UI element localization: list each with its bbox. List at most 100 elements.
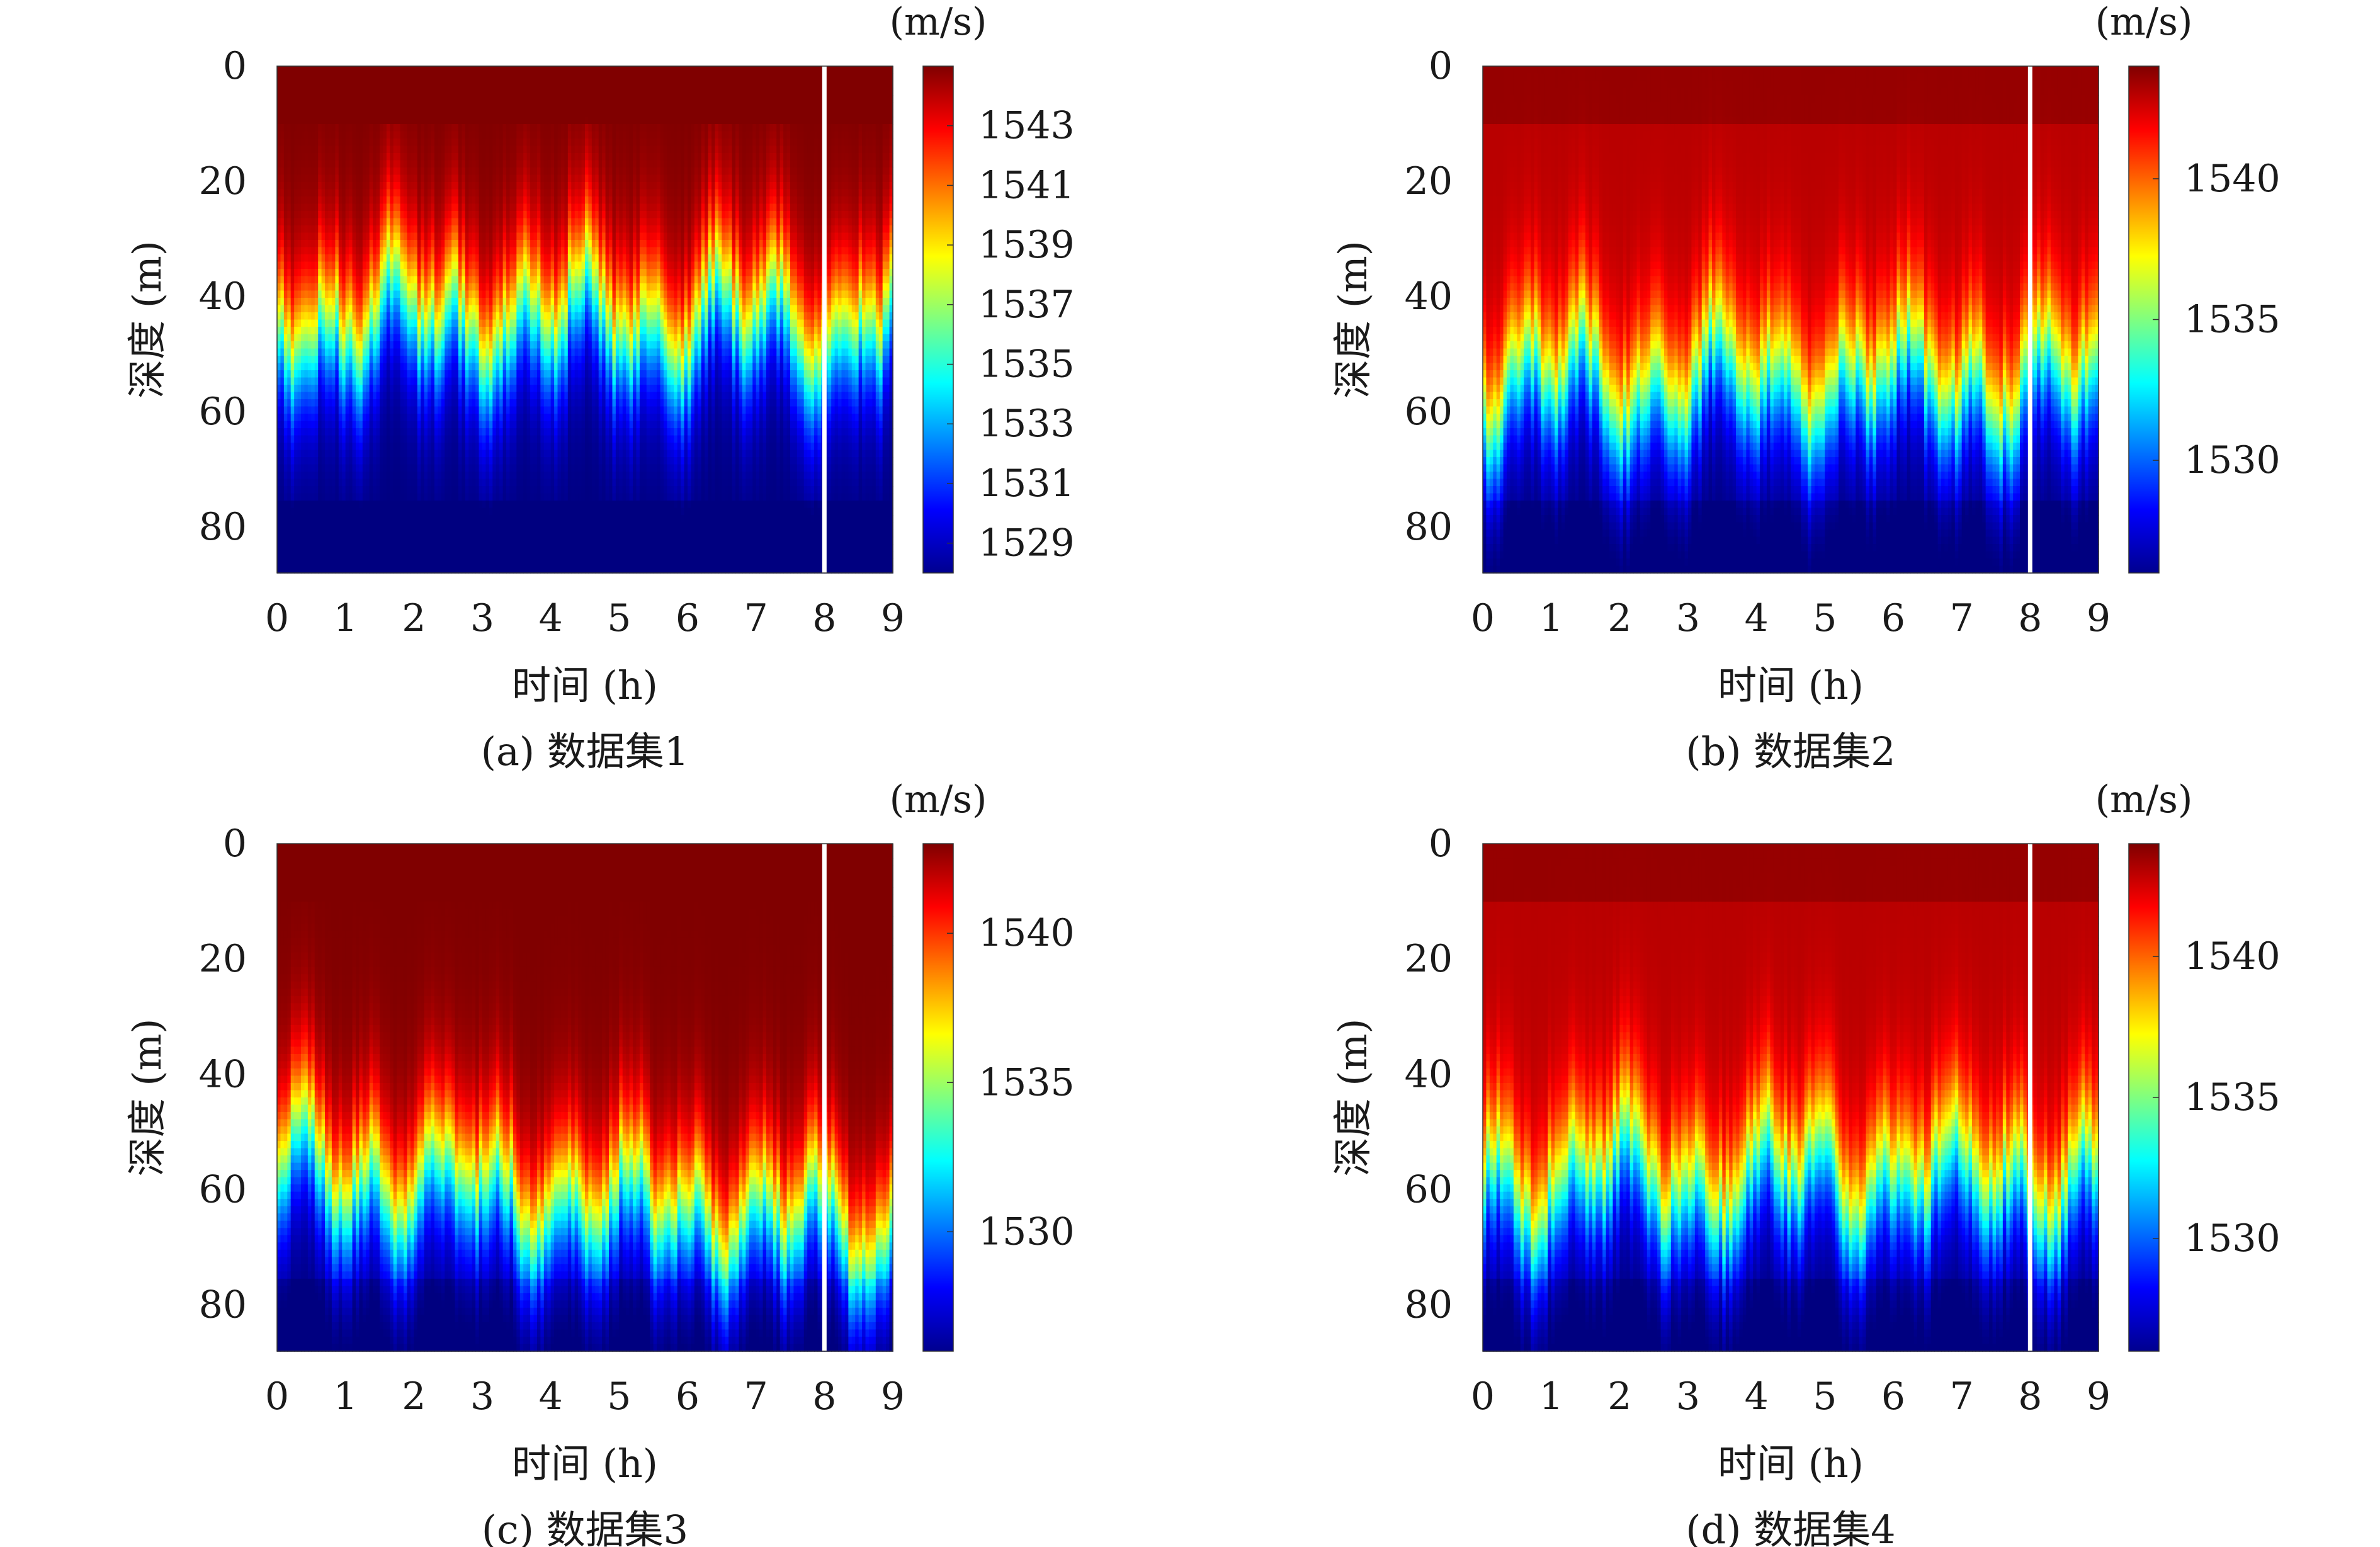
- heatmap-cell: [291, 161, 295, 168]
- heatmap-cell: [370, 523, 373, 530]
- heatmap-cell: [356, 457, 360, 465]
- heatmap-cell: [472, 175, 476, 183]
- heatmap-cell: [287, 190, 291, 197]
- heatmap-cell: [458, 515, 462, 523]
- heatmap-cell: [284, 370, 288, 378]
- heatmap-cell: [339, 254, 343, 262]
- heatmap-cell: [298, 515, 302, 523]
- heatmap-cell: [465, 233, 469, 241]
- heatmap-cell: [349, 66, 353, 74]
- heatmap-cell: [280, 132, 284, 139]
- heatmap-cell: [492, 139, 496, 146]
- heatmap-cell: [475, 66, 479, 74]
- heatmap-cell: [506, 211, 510, 218]
- heatmap-cell: [366, 305, 370, 313]
- heatmap-cell: [455, 341, 459, 349]
- heatmap-cell: [513, 233, 517, 241]
- heatmap-cell: [445, 530, 448, 537]
- heatmap-cell: [353, 283, 356, 291]
- heatmap-cell: [311, 515, 315, 523]
- heatmap-cell: [428, 312, 431, 320]
- heatmap-cell: [363, 204, 366, 212]
- heatmap-cell: [366, 457, 370, 465]
- heatmap-cell: [390, 139, 394, 146]
- heatmap-cell: [424, 95, 428, 103]
- heatmap-cell: [520, 124, 524, 132]
- heatmap-cell: [428, 233, 431, 241]
- heatmap-cell: [485, 414, 489, 421]
- heatmap-cell: [383, 552, 387, 559]
- heatmap-cell: [387, 146, 390, 154]
- heatmap-cell: [311, 175, 315, 183]
- heatmap-cell: [377, 305, 380, 313]
- heatmap-cell: [387, 552, 390, 559]
- heatmap-cell: [421, 283, 424, 291]
- heatmap-cell: [294, 167, 298, 175]
- heatmap-cell: [377, 283, 380, 291]
- heatmap-cell: [516, 457, 520, 465]
- heatmap-cell: [482, 110, 486, 117]
- heatmap-cell: [291, 117, 295, 125]
- heatmap-cell: [301, 443, 305, 450]
- heatmap-cell: [496, 182, 500, 190]
- heatmap-cell: [503, 370, 507, 378]
- heatmap-cell: [462, 254, 465, 262]
- heatmap-cell: [339, 167, 343, 175]
- heatmap-cell: [465, 334, 469, 342]
- heatmap-cell: [496, 218, 500, 226]
- heatmap-cell: [356, 428, 360, 436]
- heatmap-cell: [400, 124, 404, 132]
- heatmap-cell: [496, 515, 500, 523]
- heatmap-cell: [482, 428, 486, 436]
- heatmap-cell: [451, 428, 455, 436]
- heatmap-cell: [475, 291, 479, 298]
- heatmap-cell: [366, 472, 370, 479]
- heatmap-cell: [441, 428, 445, 436]
- heatmap-cell: [400, 240, 404, 247]
- heatmap-cell: [383, 74, 387, 81]
- heatmap-cell: [359, 161, 363, 168]
- heatmap-cell: [380, 523, 383, 530]
- heatmap-cell: [301, 421, 305, 429]
- heatmap-cell: [465, 190, 469, 197]
- heatmap-cell: [342, 465, 346, 472]
- heatmap-cell: [291, 421, 295, 429]
- heatmap-cell: [397, 544, 400, 552]
- heatmap-cell: [441, 399, 445, 407]
- heatmap-cell: [448, 341, 452, 349]
- heatmap-cell: [301, 190, 305, 197]
- heatmap-cell: [373, 167, 377, 175]
- heatmap-cell: [417, 457, 421, 465]
- heatmap-cell: [482, 530, 486, 537]
- heatmap-cell: [353, 334, 356, 342]
- heatmap-cell: [394, 225, 397, 233]
- heatmap-cell: [294, 450, 298, 458]
- heatmap-cell: [356, 117, 360, 125]
- heatmap-cell: [318, 479, 322, 487]
- heatmap-cell: [277, 146, 281, 154]
- heatmap-cell: [414, 457, 417, 465]
- heatmap-cell: [428, 486, 431, 494]
- heatmap-cell: [366, 233, 370, 241]
- heatmap-cell: [284, 262, 288, 269]
- heatmap-cell: [503, 276, 507, 284]
- heatmap-cell: [468, 95, 472, 103]
- heatmap-cell: [448, 139, 452, 146]
- heatmap-cell: [516, 392, 520, 400]
- heatmap-cell: [462, 515, 465, 523]
- heatmap-cell: [329, 479, 332, 487]
- heatmap-cell: [363, 399, 366, 407]
- heatmap-cell: [311, 124, 315, 132]
- heatmap-cell: [294, 501, 298, 508]
- heatmap-cell: [520, 88, 524, 96]
- heatmap-cell: [492, 204, 496, 212]
- heatmap-cell: [448, 457, 452, 465]
- heatmap-cell: [485, 443, 489, 450]
- heatmap-cell: [353, 544, 356, 552]
- heatmap-cell: [451, 465, 455, 472]
- heatmap-cell: [349, 558, 353, 566]
- heatmap-cell: [414, 225, 417, 233]
- heatmap-cell: [322, 334, 326, 342]
- heatmap-cell: [438, 233, 441, 241]
- heatmap-cell: [506, 262, 510, 269]
